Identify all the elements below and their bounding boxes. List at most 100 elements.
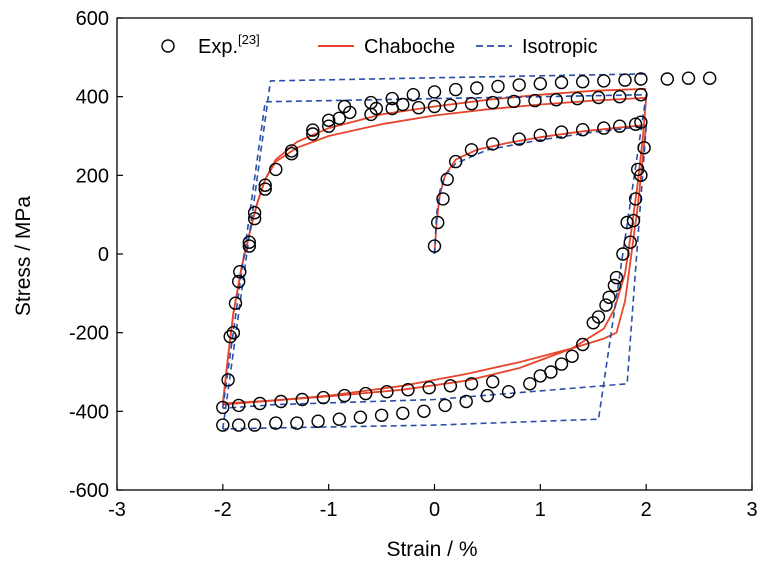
exp-data-point — [258, 182, 272, 196]
exp-data-point — [332, 412, 346, 426]
isotropic-series — [222, 73, 647, 430]
exp-data-point — [306, 123, 320, 137]
exp-data-point — [431, 215, 445, 230]
exp-data-point — [322, 113, 336, 128]
exp-data-point — [634, 72, 648, 86]
exp-data-point — [258, 178, 272, 192]
x-axis-title: Strain / % — [386, 538, 477, 561]
exp-data-point — [570, 91, 585, 106]
exp-data-point — [411, 100, 426, 115]
exp-data-point — [380, 385, 394, 399]
exp-data-point — [322, 119, 336, 133]
exp-data-point — [565, 349, 579, 363]
chaboche-curve — [433, 124, 647, 255]
exp-data-point — [464, 377, 479, 391]
exp-data-point — [486, 375, 500, 389]
exp-series — [216, 71, 717, 432]
exp-data-point — [554, 75, 569, 90]
exp-data-point — [634, 115, 648, 129]
exp-data-point — [576, 337, 590, 352]
exp-data-point — [438, 398, 452, 413]
exp-data-point — [554, 125, 569, 139]
exp-data-point — [533, 128, 547, 142]
exp-data-point — [353, 410, 368, 424]
exp-data-point — [631, 162, 645, 177]
exp-data-point — [332, 111, 346, 126]
x-tick-label: 1 — [535, 499, 546, 521]
legend-exp-label: Exp.[23] — [198, 32, 260, 58]
exp-data-point — [440, 172, 454, 187]
exp-data-point — [449, 154, 463, 169]
exp-data-point — [576, 122, 590, 137]
data-layer — [216, 71, 717, 432]
exp-data-point — [637, 141, 651, 155]
exp-data-point — [364, 95, 378, 110]
exp-data-point — [613, 119, 627, 133]
y-axis: -600 -400 -200 0 200 400 600 — [69, 8, 123, 502]
exp-data-point — [449, 82, 463, 97]
y-tick-label: 400 — [76, 87, 109, 109]
exp-data-point — [417, 404, 431, 418]
exp-data-point — [396, 406, 410, 420]
exp-data-point — [284, 144, 299, 158]
x-tick-label: -3 — [108, 499, 126, 521]
exp-data-point — [427, 239, 442, 253]
exp-data-point — [269, 162, 283, 177]
legend-exp-superscript: [23] — [238, 32, 260, 47]
exp-data-point — [253, 396, 267, 411]
isotropic-curve — [222, 73, 647, 430]
y-tick-label: 0 — [98, 244, 109, 266]
exp-data-point — [295, 392, 309, 407]
exp-data-point — [311, 414, 325, 428]
exp-data-point — [443, 98, 458, 113]
exp-data-point — [290, 416, 304, 430]
exp-data-point — [533, 369, 547, 383]
exp-data-point — [216, 418, 230, 432]
exp-data-point — [427, 85, 442, 99]
exp-data-point — [228, 296, 243, 310]
exp-data-point — [591, 90, 606, 105]
exp-data-point — [436, 192, 450, 206]
exp-data-point — [626, 213, 641, 228]
chaboche-curve — [222, 124, 648, 406]
x-tick-label: -2 — [214, 499, 232, 521]
exp-data-point — [443, 379, 458, 393]
exp-data-point — [620, 215, 634, 230]
exp-data-point — [599, 298, 613, 312]
legend-chaboche-label: Chaboche — [364, 36, 455, 58]
exp-data-point — [491, 79, 505, 94]
exp-data-point — [681, 71, 696, 85]
exp-data-point — [634, 87, 648, 102]
exp-data-point — [613, 89, 627, 104]
exp-data-point — [464, 96, 479, 111]
exp-data-point — [628, 192, 643, 206]
y-tick-label: 200 — [76, 165, 109, 187]
exp-data-point — [507, 94, 521, 109]
exp-data-point — [406, 87, 420, 102]
exp-data-point — [337, 99, 352, 114]
exp-data-point — [374, 408, 389, 422]
x-axis: -3 -2 -1 0 1 2 3 — [108, 484, 758, 521]
legend-exp-name: Exp. — [198, 36, 238, 58]
exp-data-point — [422, 381, 436, 395]
plot-area — [116, 17, 753, 491]
isotropic-curve — [222, 126, 647, 409]
isotropic-curve — [222, 94, 647, 430]
exp-data-point — [242, 235, 257, 249]
exp-data-point — [623, 235, 637, 249]
exp-data-point — [607, 278, 622, 293]
exp-data-point — [597, 74, 611, 88]
exp-data-point — [523, 377, 537, 391]
y-tick-label: -400 — [69, 401, 109, 423]
exp-data-point — [660, 72, 674, 86]
exp-data-point — [459, 394, 473, 409]
exp-data-point — [231, 398, 246, 413]
exp-data-point — [464, 143, 479, 157]
exp-data-point — [396, 97, 410, 112]
exp-data-point — [480, 388, 495, 403]
exp-data-point — [247, 418, 262, 432]
exp-data-point — [337, 388, 352, 403]
x-tick-label: 2 — [641, 499, 652, 521]
exp-data-point — [512, 78, 526, 92]
